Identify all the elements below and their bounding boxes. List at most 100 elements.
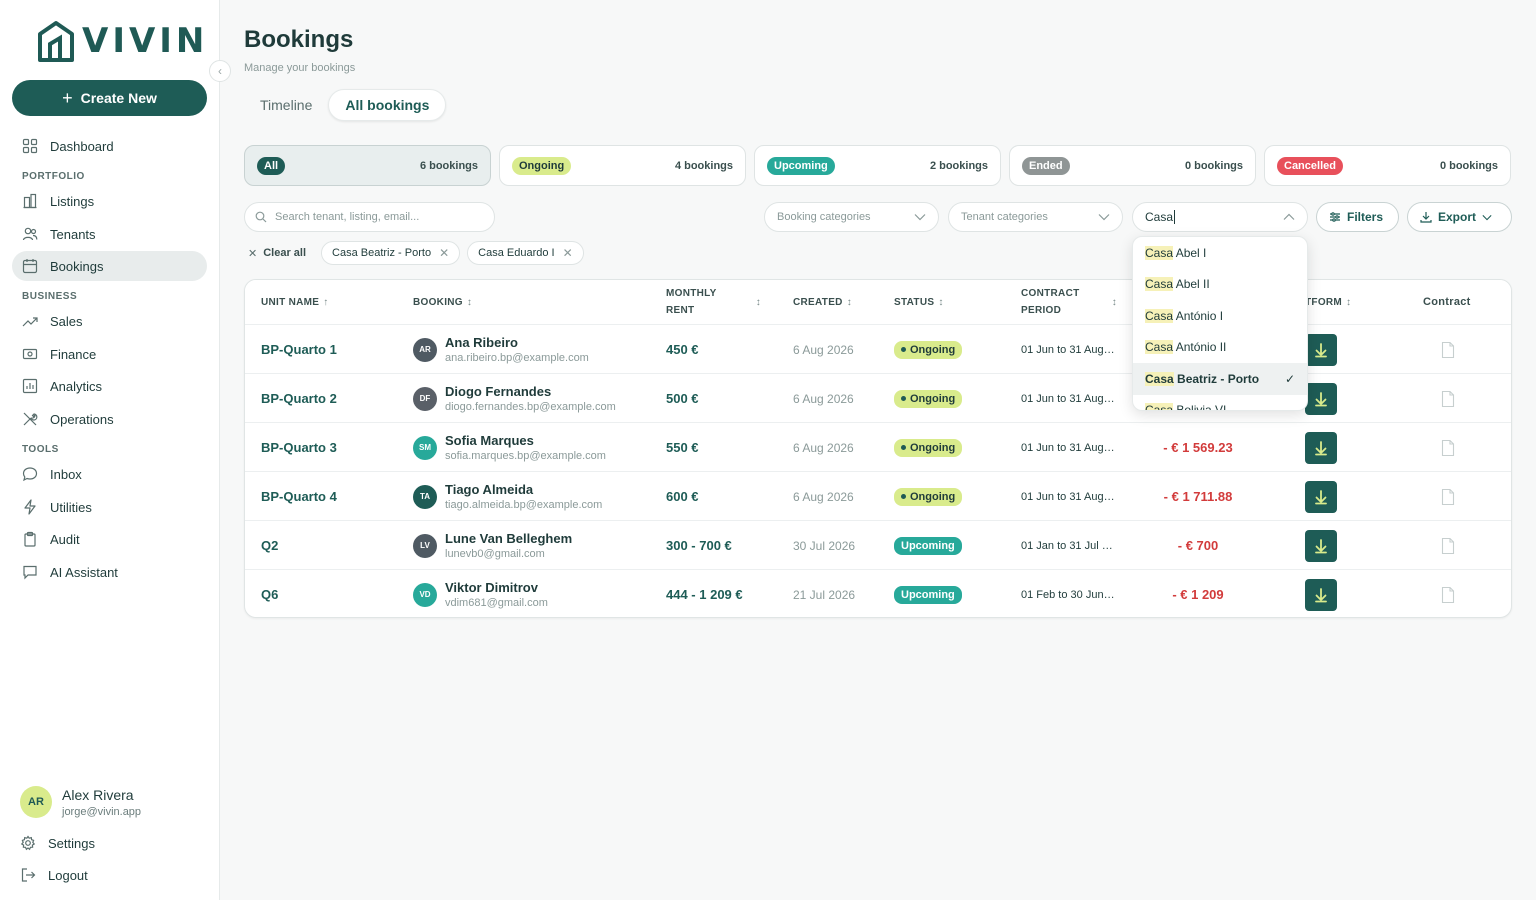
platform-download-button[interactable]	[1305, 480, 1337, 513]
booking-categories-select[interactable]: Booking categories	[764, 202, 939, 232]
tenant-name[interactable]: Ana Ribeiro	[445, 335, 518, 350]
chip-label: Casa Eduardo I	[478, 247, 555, 259]
export-button[interactable]: Export	[1407, 202, 1512, 232]
status-card-cancelled[interactable]: Cancelled 0 bookings	[1264, 145, 1511, 186]
tenant-name[interactable]: Tiago Almeida	[445, 482, 534, 497]
platform-download-button[interactable]	[1305, 431, 1337, 464]
header-unit-name[interactable]: UNIT NAME ↑	[261, 280, 329, 324]
dropdown-option[interactable]: Casa António I	[1145, 308, 1224, 323]
sidebar-item-sales[interactable]: Sales	[12, 306, 207, 336]
clipboard-icon	[24, 531, 36, 547]
remove-chip-icon[interactable]: ✕	[439, 246, 450, 260]
tenant-name[interactable]: Viktor Dimitrov	[445, 580, 538, 595]
table-row[interactable]: BP-Quarto 1 AR Ana Ribeiro ana.ribeiro.b…	[245, 324, 1511, 373]
dropdown-option[interactable]: Casa Abel II	[1145, 277, 1210, 292]
header-status[interactable]: STATUS ↕	[894, 280, 944, 324]
section-portfolio: PORTFOLIO	[22, 171, 85, 182]
search-icon	[255, 211, 267, 223]
table-row[interactable]: Q6 VD Viktor Dimitrov vdim681@gmail.com …	[245, 569, 1511, 617]
unit-name[interactable]: BP-Quarto 2	[261, 391, 337, 406]
platform-download-button[interactable]	[1305, 529, 1337, 562]
tenant-name[interactable]: Lune Van Belleghem	[445, 531, 573, 546]
chip-label: Casa Beatriz - Porto	[332, 247, 432, 259]
bookings-table: UNIT NAME ↑ BOOKING ↕ MONTHLY RENT ↕ CREATE…	[244, 279, 1512, 618]
status-card-ongoing[interactable]: Ongoing 4 bookings	[499, 145, 746, 186]
search-input[interactable]	[275, 211, 475, 223]
header-created[interactable]: CREATED ↕	[793, 280, 852, 324]
unit-name[interactable]: BP-Quarto 4	[261, 489, 337, 504]
filters-button[interactable]: Filters	[1316, 202, 1399, 232]
collapse-sidebar-button[interactable]: ‹	[209, 60, 231, 82]
document-icon[interactable]	[1440, 390, 1456, 408]
sidebar-item-ai-assistant[interactable]: AI Assistant	[12, 557, 207, 587]
status-count: 0 bookings	[1184, 159, 1243, 172]
sidebar-item-audit[interactable]: Audit	[12, 524, 207, 554]
header-contract-period[interactable]: CONTRACT PERIOD ↕	[1021, 288, 1117, 316]
document-icon[interactable]	[1440, 586, 1456, 604]
status-count: 6 bookings	[419, 159, 478, 172]
unit-name[interactable]: Q6	[261, 587, 279, 602]
dropdown-option[interactable]: Casa Abel I	[1145, 245, 1207, 260]
tab-all-bookings[interactable]: All bookings	[328, 89, 447, 121]
sidebar-item-dashboard[interactable]: Dashboard	[12, 131, 207, 161]
header-platform[interactable]: TFORM ↕	[1305, 280, 1351, 324]
create-new-button[interactable]: + Create New	[12, 80, 207, 116]
header-booking[interactable]: BOOKING ↕	[413, 280, 472, 324]
close-icon: ✕	[248, 247, 258, 260]
listing-filter-input[interactable]: Casa	[1132, 202, 1308, 232]
status-card-ended[interactable]: Ended 0 bookings	[1009, 145, 1256, 186]
sidebar-item-label: Logout	[48, 867, 88, 883]
unit-name[interactable]: BP-Quarto 1	[261, 342, 337, 357]
tenant-name[interactable]: Sofia Marques	[445, 433, 534, 448]
sidebar-item-label: Operations	[50, 411, 114, 427]
table-row[interactable]: Q2 LV Lune Van Belleghem lunevb0@gmail.c…	[245, 520, 1511, 569]
remove-chip-icon[interactable]: ✕	[562, 246, 573, 260]
sidebar-item-finance[interactable]: Finance	[12, 339, 207, 369]
sidebar-item-inbox[interactable]: Inbox	[12, 459, 207, 489]
sidebar-item-analytics[interactable]: Analytics	[12, 371, 207, 401]
header-monthly-rent[interactable]: MONTHLY RENT ↕	[666, 288, 761, 316]
table-row[interactable]: BP-Quarto 3 SM Sofia Marques sofia.marqu…	[245, 422, 1511, 471]
dropdown-option[interactable]: Casa António II	[1145, 340, 1227, 355]
platform-download-button[interactable]	[1305, 578, 1337, 611]
brand-logo[interactable]: VIVIN	[36, 20, 208, 62]
view-tabs: Timeline All bookings	[244, 89, 447, 121]
document-icon[interactable]	[1440, 341, 1456, 359]
tenant-categories-select[interactable]: Tenant categories	[948, 202, 1123, 232]
banknote-icon	[22, 348, 38, 360]
document-icon[interactable]	[1440, 439, 1456, 457]
status-card-all[interactable]: All 6 bookings	[244, 145, 491, 186]
document-icon[interactable]	[1440, 488, 1456, 506]
clear-all-button[interactable]: ✕ Clear all	[248, 247, 314, 260]
export-label: Export	[1438, 210, 1477, 224]
sidebar-item-label: Bookings	[50, 258, 104, 274]
sidebar-item-operations[interactable]: Operations	[12, 404, 207, 434]
section-business: BUSINESS	[22, 291, 78, 302]
table-row[interactable]: BP-Quarto 2 DF Diogo Fernandes diogo.fer…	[245, 373, 1511, 422]
platform-download-button[interactable]	[1305, 382, 1337, 415]
monthly-rent: 444 - 1 209 €	[666, 587, 743, 602]
sidebar-item-utilities[interactable]: Utilities	[12, 492, 207, 522]
table-row[interactable]: BP-Quarto 4 TA Tiago Almeida tiago.almei…	[245, 471, 1511, 520]
tenant-name[interactable]: Diogo Fernandes	[445, 384, 552, 399]
status-pill: Ended	[1022, 156, 1070, 175]
tab-timeline[interactable]: Timeline	[260, 97, 313, 113]
sidebar-item-tenants[interactable]: Tenants	[12, 219, 207, 249]
status-card-upcoming[interactable]: Upcoming 2 bookings	[754, 145, 1001, 186]
document-icon[interactable]	[1440, 537, 1456, 555]
user-profile[interactable]: AR Alex Rivera jorge@vivin.app	[20, 786, 141, 818]
dropdown-option[interactable]: Casa Bolivia VI	[1133, 395, 1307, 410]
avatar: AR	[413, 337, 437, 362]
sidebar-item-bookings[interactable]: Bookings	[12, 251, 207, 281]
unit-name[interactable]: BP-Quarto 3	[261, 440, 337, 455]
sidebar: VIVIN ‹ + Create New Dashboard PORTFOLIO…	[0, 0, 231, 900]
sidebar-item-label: Listings	[50, 193, 95, 209]
sidebar-item-listings[interactable]: Listings	[12, 186, 207, 216]
unit-name[interactable]: Q2	[261, 538, 279, 553]
clear-all-label: Clear all	[263, 247, 307, 259]
avatar: SM	[413, 435, 437, 460]
sidebar-item-settings[interactable]: Settings	[10, 828, 205, 858]
dropdown-option[interactable]: Casa Beatriz - Porto ✓	[1133, 363, 1307, 395]
sidebar-item-logout[interactable]: Logout	[10, 860, 205, 890]
platform-download-button[interactable]	[1305, 333, 1337, 366]
